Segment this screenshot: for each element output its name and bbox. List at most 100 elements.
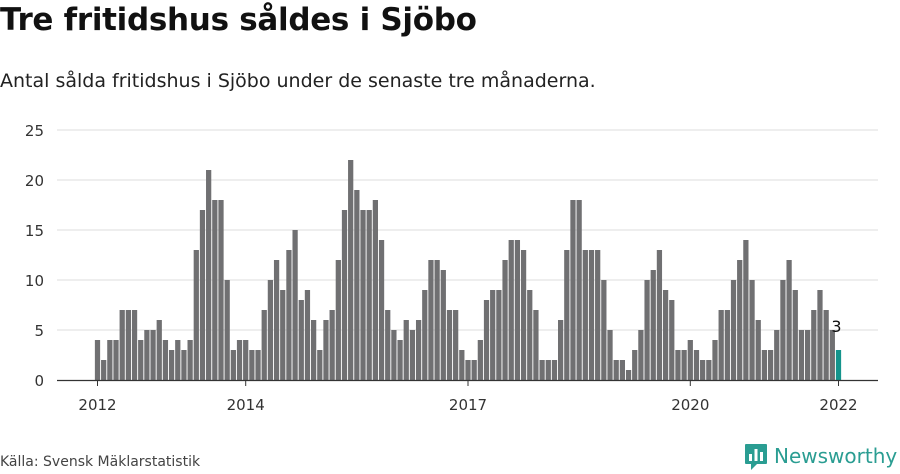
bar	[786, 260, 792, 380]
bar	[131, 310, 138, 380]
bar	[415, 320, 422, 380]
y-tick-label: 20	[25, 172, 44, 190]
chart-subtitle: Antal sålda fritidshus i Sjöbo under de …	[0, 70, 596, 92]
bar	[280, 290, 286, 380]
bar	[533, 310, 539, 380]
bar	[162, 340, 169, 380]
bar	[317, 350, 323, 380]
bar	[749, 280, 755, 380]
bar	[669, 300, 675, 380]
bar	[261, 310, 267, 380]
bar	[829, 330, 835, 380]
bar	[582, 250, 588, 380]
bar	[119, 310, 125, 380]
bar	[144, 330, 150, 380]
bar	[483, 300, 490, 380]
bar	[378, 240, 385, 380]
bar	[835, 350, 842, 380]
bar	[156, 320, 162, 380]
bar	[558, 320, 564, 380]
bar	[718, 310, 724, 380]
bar	[125, 310, 131, 380]
bar	[632, 350, 638, 380]
bar	[551, 360, 558, 380]
bar	[267, 280, 274, 380]
bar	[706, 360, 712, 380]
bar	[471, 360, 477, 380]
bars	[94, 160, 842, 380]
bar	[687, 340, 693, 380]
bar	[181, 350, 187, 380]
bar	[675, 350, 681, 380]
bar	[792, 290, 798, 380]
bar	[348, 160, 354, 380]
bar	[107, 340, 113, 380]
x-axis-ticks: 2012 2014 2017 2020 2022	[78, 380, 858, 414]
bar	[150, 330, 156, 380]
bar	[175, 340, 181, 380]
bar	[576, 200, 582, 380]
bar	[311, 320, 317, 380]
bar	[644, 280, 650, 380]
x-tick-label: 2020	[671, 396, 709, 414]
bar	[724, 310, 730, 380]
bar	[193, 250, 199, 380]
bar	[817, 290, 823, 380]
bar	[465, 360, 471, 380]
bar	[199, 210, 206, 380]
bar	[638, 330, 644, 380]
annotations: 3	[831, 317, 841, 336]
bar	[440, 270, 446, 380]
bar	[774, 330, 780, 380]
y-tick-label: 10	[25, 272, 44, 290]
y-tick-label: 0	[34, 372, 44, 390]
bar	[168, 350, 175, 380]
x-tick-label: 2022	[819, 396, 857, 414]
bar	[138, 340, 144, 380]
bar	[236, 340, 243, 380]
newsworthy-brand[interactable]: Newsworthy	[744, 441, 897, 471]
bar	[385, 310, 391, 380]
bar	[218, 200, 224, 380]
bar	[428, 260, 434, 380]
bar	[502, 260, 508, 380]
bar	[508, 240, 514, 380]
bar	[360, 210, 366, 380]
y-tick-label: 5	[34, 322, 44, 340]
bar	[755, 320, 761, 380]
bar	[712, 340, 718, 380]
bar	[94, 340, 101, 380]
bar	[607, 330, 613, 380]
bar	[520, 250, 527, 380]
bar	[767, 350, 774, 380]
bar	[113, 340, 119, 380]
bar	[564, 250, 570, 380]
bar	[681, 350, 687, 380]
bar	[601, 280, 607, 380]
bar	[656, 250, 663, 380]
bar	[780, 280, 786, 380]
bar	[693, 350, 700, 380]
grid-lines	[57, 129, 878, 331]
bar	[206, 170, 212, 380]
bar	[737, 260, 743, 380]
bar	[570, 200, 576, 380]
bar	[662, 290, 669, 380]
y-tick-label: 25	[25, 122, 44, 140]
bar	[286, 250, 292, 380]
bar	[823, 310, 829, 380]
bar	[805, 330, 811, 380]
source-note: Källa: Svensk Mäklarstatistik	[0, 454, 201, 470]
brand-name: Newsworthy	[774, 444, 898, 468]
bar	[354, 190, 360, 380]
x-tick-label: 2014	[227, 396, 265, 414]
x-tick-label: 2017	[449, 396, 487, 414]
bar	[298, 300, 304, 380]
bar	[101, 360, 107, 380]
bar	[496, 290, 502, 380]
bar	[595, 250, 601, 380]
bar	[453, 310, 459, 380]
bar	[372, 200, 378, 380]
bar	[761, 350, 768, 380]
bar	[539, 360, 545, 380]
